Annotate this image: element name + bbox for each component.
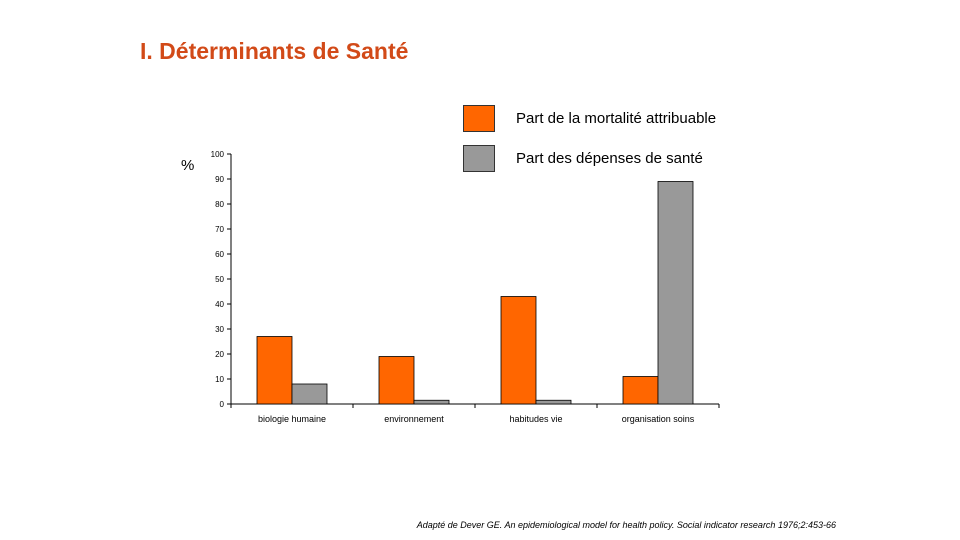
source-citation: Adapté de Dever GE. An epidemiological m… (416, 520, 836, 530)
y-axis-unit: % (181, 157, 195, 174)
bar-mortality (378, 356, 415, 405)
bar-mortality (256, 336, 293, 405)
bar-mortality (622, 376, 659, 405)
bar-expenses (291, 383, 328, 405)
slide-title: I. Déterminants de Santé (140, 38, 409, 64)
y-tick-label: 80 (215, 200, 224, 209)
legend-swatch-expenses (463, 145, 495, 172)
bar-expenses (535, 399, 572, 405)
y-tick-label: 30 (215, 325, 224, 334)
legend-item-mortality: Part de la mortalité attribuable (463, 105, 763, 135)
y-tick-label: 20 (215, 350, 224, 359)
y-tick-label: 50 (215, 275, 224, 284)
legend-item-expenses: Part des dépenses de santé (463, 145, 763, 175)
bar-expenses (413, 399, 450, 405)
x-tick-label: biologie humaine (258, 414, 326, 424)
y-tick-label: 0 (220, 400, 225, 409)
x-tick-label: habitudes vie (509, 414, 562, 424)
legend-label-mortality: Part de la mortalité attribuable (516, 110, 717, 127)
y-tick-label: 40 (215, 300, 224, 309)
y-tick-label: 70 (215, 225, 224, 234)
y-tick-label: 10 (215, 375, 224, 384)
x-tick-label: organisation soins (622, 414, 695, 424)
legend-swatch-mortality (463, 105, 495, 132)
y-tick-label: 90 (215, 175, 224, 184)
y-tick-label: 60 (215, 250, 224, 259)
bar-expenses (657, 181, 694, 405)
bar-mortality (500, 296, 537, 405)
y-tick-label: 100 (211, 150, 225, 159)
legend-label-expenses: Part des dépenses de santé (516, 150, 703, 167)
x-tick-label: environnement (384, 414, 444, 424)
